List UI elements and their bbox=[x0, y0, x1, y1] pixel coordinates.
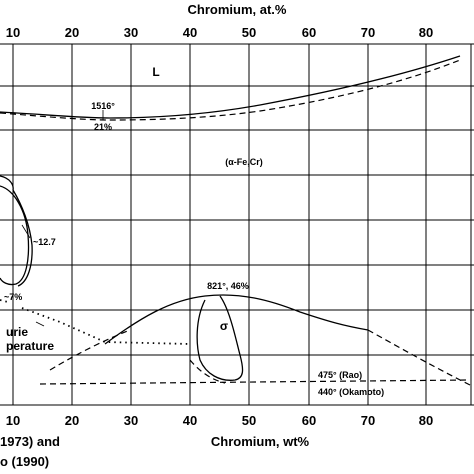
bottom-axis-title: Chromium, wt% bbox=[211, 434, 310, 449]
curie-pointer bbox=[35, 321, 45, 327]
bottom-tick-40: 40 bbox=[183, 413, 197, 428]
sigma-dome-dashed-left bbox=[49, 329, 131, 371]
curie-temperature-line bbox=[0, 299, 191, 345]
bottom-tick-50: 50 bbox=[242, 413, 256, 428]
top-tick-80: 80 bbox=[419, 25, 433, 40]
bottom-axis-ticks: 10 20 30 40 50 60 70 80 bbox=[6, 413, 433, 428]
liquid-label: L bbox=[152, 65, 159, 79]
solidus-line bbox=[0, 59, 461, 121]
top-tick-40: 40 bbox=[183, 25, 197, 40]
alpha-phase-label: (α-Fe,Cr) bbox=[225, 157, 263, 167]
reference-line-2: o (1990) bbox=[0, 454, 49, 469]
bottom-tick-80: 80 bbox=[419, 413, 433, 428]
top-tick-10: 10 bbox=[6, 25, 20, 40]
liquidus-min-comp-label: 21% bbox=[94, 122, 112, 132]
bottom-tick-70: 70 bbox=[361, 413, 375, 428]
gamma-loop-inner bbox=[0, 185, 30, 286]
sigma-max-label: 821°, 46% bbox=[207, 281, 249, 291]
bottom-tick-10: 10 bbox=[6, 413, 20, 428]
grid bbox=[0, 43, 474, 406]
sigma-phase-region bbox=[196, 295, 244, 381]
liquidus-line bbox=[0, 55, 461, 119]
top-tick-60: 60 bbox=[302, 25, 316, 40]
top-tick-20: 20 bbox=[65, 25, 79, 40]
gamma-loop-low-label: ~7% bbox=[4, 292, 22, 302]
bottom-tick-20: 20 bbox=[65, 413, 79, 428]
okamoto-temp-label: 440° (Okamoto) bbox=[318, 387, 384, 397]
gamma-loop-outer bbox=[0, 175, 14, 191]
sigma-phase-label: σ bbox=[220, 319, 228, 333]
top-tick-70: 70 bbox=[361, 25, 375, 40]
top-axis-ticks: 10 20 30 40 50 60 70 80 bbox=[6, 25, 433, 40]
top-axis-title: Chromium, at.% bbox=[188, 2, 287, 17]
gamma-comp-pointer bbox=[21, 224, 31, 239]
reference-line-1: 1973) and bbox=[0, 434, 60, 449]
top-tick-50: 50 bbox=[242, 25, 256, 40]
gamma-loop-comp-label: ~12.7 bbox=[33, 237, 56, 247]
curie-label-1: urie bbox=[6, 325, 28, 339]
miscibility-gap-line bbox=[39, 379, 471, 385]
liquidus-min-temp-label: 1516° bbox=[91, 101, 115, 111]
sigma-dome-solid bbox=[104, 294, 369, 345]
bottom-tick-30: 30 bbox=[124, 413, 138, 428]
curie-label-2: perature bbox=[6, 339, 54, 353]
sigma-eutectoid-dashed bbox=[189, 359, 226, 384]
sigma-dome-dashed-right bbox=[367, 329, 471, 386]
rao-temp-label: 475° (Rao) bbox=[318, 370, 362, 380]
top-tick-30: 30 bbox=[124, 25, 138, 40]
gamma-loop-right bbox=[12, 189, 33, 287]
bottom-tick-60: 60 bbox=[302, 413, 316, 428]
